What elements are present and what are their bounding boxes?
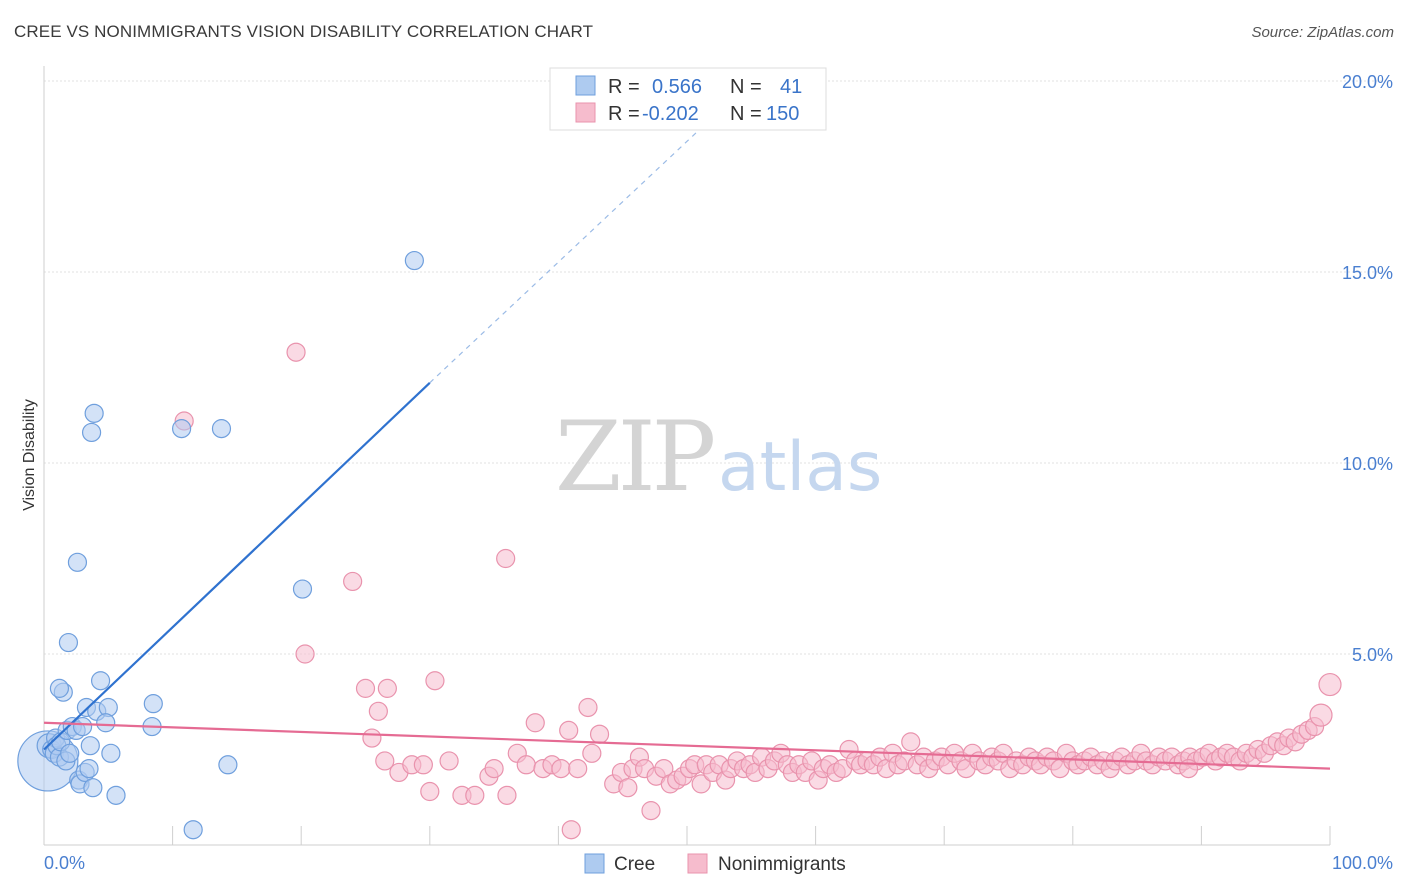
stats-legend-n-label-nonimm: N = [730, 103, 762, 125]
nonimmigrants-point [551, 758, 571, 779]
cree-point [183, 820, 203, 840]
bottom-legend: Cree Nonimmigrants [584, 853, 846, 875]
x-tick-label-0: 0.0% [44, 853, 85, 873]
watermark: ZIP atlas [555, 401, 882, 513]
legend-label-nonimmigrants: Nonimmigrants [718, 854, 846, 875]
legend-label-cree: Cree [614, 854, 655, 875]
stats-legend-box [549, 67, 827, 131]
chart-title: CREE VS NONIMMIGRANTS VISION DISABILITY … [14, 22, 594, 41]
nonimmigrants-point [691, 774, 711, 794]
stats-legend-n-value-cree: 41 [780, 76, 802, 98]
cree-point [79, 758, 99, 779]
watermark-zip: ZIP [555, 401, 714, 513]
nonimmigrants-point [484, 758, 504, 779]
nonimmigrants-trendline [43, 721, 1331, 770]
nonimmigrants-point [561, 820, 581, 840]
cree-point [90, 671, 111, 691]
stats-legend-r-label-cree: R = [608, 76, 640, 98]
nonimmigrants-point [618, 778, 638, 798]
nonimmigrants-point [582, 743, 602, 763]
nonimmigrants-point [425, 671, 445, 691]
cree-trendline [43, 381, 431, 751]
y-tick-label-2: 15.0% [1342, 263, 1393, 283]
nonimmigrants-point [465, 785, 485, 805]
cree-point [172, 419, 192, 439]
cree-trendline-extension [429, 80, 752, 384]
nonimmigrants-point [355, 678, 376, 698]
cree-point [106, 785, 126, 805]
stats-legend-r-value-cree: 0.566 [652, 76, 702, 98]
nonimmigrants-point [901, 732, 921, 752]
nonimmigrants-point [286, 342, 306, 362]
nonimmigrants-point [568, 758, 588, 779]
legend-swatch-nonimmigrants [687, 853, 708, 874]
cree-point [143, 694, 163, 714]
stats-legend-n-label-cree: N = [730, 76, 762, 98]
cree-point [80, 736, 100, 756]
cree-point [83, 778, 103, 798]
x-tick-label-1: 100.0% [1332, 853, 1393, 873]
stats-legend-r-value-nonimm: -0.202 [642, 103, 699, 125]
cree-point [60, 743, 80, 763]
y-tick-label-1: 10.0% [1342, 454, 1393, 474]
axes [43, 66, 1331, 846]
nonimmigrants-point [368, 701, 388, 721]
stats-legend-n-value-nonimm: 150 [766, 103, 799, 125]
cree-point [81, 422, 102, 443]
nonimmigrants-point [641, 801, 661, 821]
cree-point [218, 755, 238, 775]
cree-point [49, 678, 70, 698]
nonimmigrants-point [516, 755, 536, 775]
stats-legend-swatch-nonimm [575, 102, 596, 123]
cree-point [292, 579, 313, 599]
nonimmigrants-point [420, 781, 440, 802]
nonimmigrants-point [578, 697, 598, 718]
cree-point [72, 716, 93, 737]
nonimmigrants-point [1318, 672, 1342, 697]
cree-point [67, 552, 88, 572]
series-nonimmigrants-points [174, 342, 1342, 840]
nonimmigrants-point [497, 785, 517, 805]
nonimmigrants-point [295, 644, 315, 664]
watermark-atlas: atlas [718, 428, 882, 507]
cree-point [84, 403, 104, 423]
cree-point [96, 713, 116, 733]
y-tick-label-3: 20.0% [1342, 72, 1393, 92]
cree-point [101, 743, 121, 763]
y-tick-label-0: 5.0% [1352, 645, 1393, 665]
nonimmigrants-point [343, 571, 363, 592]
nonimmigrants-point [525, 713, 545, 733]
nonimmigrants-point [375, 751, 395, 771]
cree-point [58, 632, 79, 653]
chart-source: Source: ZipAtlas.com [1251, 24, 1394, 41]
stats-legend: R = 0.566 N = 41 R = -0.202 N = 150 [549, 67, 827, 131]
nonimmigrants-point [589, 724, 610, 744]
cree-point [211, 419, 232, 439]
cree-point [404, 250, 424, 271]
nonimmigrants-point [439, 751, 459, 771]
nonimmigrants-point [362, 728, 382, 748]
y-axis-label: Vision Disability [21, 399, 38, 511]
nonimmigrants-point [496, 548, 516, 569]
tick-labels: 5.0% 10.0% 15.0% 20.0% 0.0% 100.0% [44, 72, 1393, 873]
nonimmigrants-point [559, 720, 579, 741]
series-cree-points [17, 250, 424, 840]
grid-lines [44, 80, 1392, 655]
stats-legend-r-label-nonimm: R = [608, 103, 640, 125]
nonimmigrants-point [1309, 703, 1333, 727]
stats-legend-swatch-cree [575, 75, 596, 96]
nonimmigrants-point [377, 678, 397, 698]
nonimmigrants-point [413, 755, 433, 775]
trendlines [43, 80, 1331, 770]
legend-swatch-cree [584, 853, 605, 874]
